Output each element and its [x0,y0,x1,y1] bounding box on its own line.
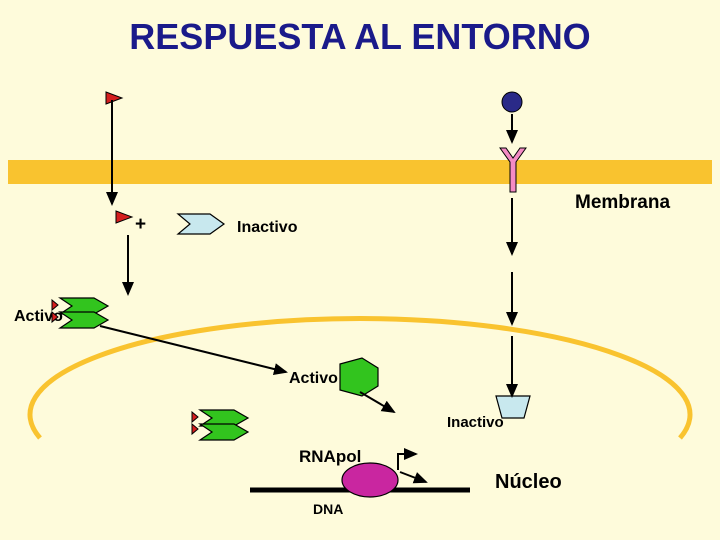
active-protein-mid-icon [340,358,378,396]
ligand-icon [502,92,522,112]
arrow-9 [400,472,426,482]
membrane-band [8,160,712,184]
arrow-7 [360,392,394,412]
signal-triangle-icon [106,92,122,104]
inactive-protein-top-icon [178,214,224,234]
rnapol-activator-icon [192,410,248,440]
transcription-arrow [398,454,416,470]
active-protein-left-icon [52,298,108,328]
diagram-svg [0,0,720,540]
rnapol-oval-icon [342,463,398,497]
plus-triangle-icon [116,211,132,223]
inactive-protein-bot-icon [496,396,530,418]
